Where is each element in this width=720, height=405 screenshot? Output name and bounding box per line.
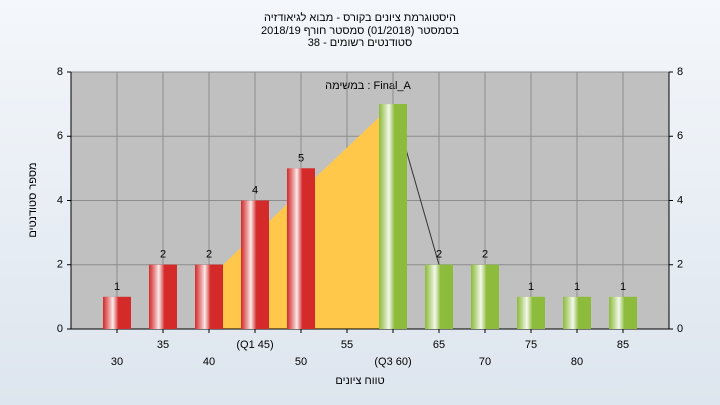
y2-tick-label: 2 xyxy=(677,259,683,271)
x-tick-label: 35 xyxy=(157,339,169,351)
bar-shine xyxy=(103,296,131,329)
data-label: 2 xyxy=(206,249,212,261)
data-label: 1 xyxy=(114,281,120,293)
chart-subtitle: בסמסטר (01/2018) סמסטר חורף 2018/19 xyxy=(261,25,459,37)
data-label: 5 xyxy=(298,152,304,164)
x-tick-label: 85 xyxy=(617,339,629,351)
data-label: 2 xyxy=(436,249,442,261)
x-tick-label: 75 xyxy=(525,339,537,351)
x-tick-label: (Q1 45) xyxy=(236,339,273,351)
x-tick-label: 30 xyxy=(111,356,123,368)
data-label: 1 xyxy=(574,281,580,293)
annotation: במשימה : Final_A xyxy=(325,80,411,92)
bar-shine xyxy=(241,200,269,329)
y-axis-title: מספר סטודנטים xyxy=(27,162,39,237)
y-tick-label: 2 xyxy=(57,259,63,271)
y-tick-label: 4 xyxy=(57,194,63,206)
bar-shine xyxy=(563,296,591,329)
y2-tick-label: 8 xyxy=(677,66,683,78)
bar-shine xyxy=(425,264,453,329)
data-label: 2 xyxy=(482,249,488,261)
data-label: 1 xyxy=(528,281,534,293)
chart-subtitle: סטודנטים רשומים - 38 xyxy=(308,37,412,49)
data-label: 4 xyxy=(252,184,258,196)
x-tick-label: 80 xyxy=(571,356,583,368)
bar-shine xyxy=(287,168,315,329)
y-tick-label: 8 xyxy=(57,66,63,78)
y-tick-label: 0 xyxy=(57,323,63,335)
y2-tick-label: 4 xyxy=(677,194,683,206)
x-tick-label: 50 xyxy=(295,356,307,368)
x-axis-title: טווח ציונים xyxy=(335,375,384,387)
data-label: 2 xyxy=(160,249,166,261)
chart-title: היסטוגרמת ציונים בקורס - מבוא לגיאודזיה xyxy=(264,11,456,24)
y2-tick-label: 0 xyxy=(677,323,683,335)
x-tick-label: (Q3 60) xyxy=(374,356,411,368)
x-tick-label: 55 xyxy=(341,339,353,351)
x-tick-label: 70 xyxy=(479,356,491,368)
bar-shine xyxy=(149,264,177,329)
bar-shine xyxy=(471,264,499,329)
bar-shine xyxy=(609,296,637,329)
bar-shine xyxy=(379,104,407,329)
y2-tick-label: 6 xyxy=(677,130,683,142)
x-tick-label: 40 xyxy=(203,356,215,368)
bar-shine xyxy=(517,296,545,329)
x-tick-label: 65 xyxy=(433,339,445,351)
bar-shine xyxy=(195,264,223,329)
data-label: 1 xyxy=(620,281,626,293)
y-tick-label: 6 xyxy=(57,130,63,142)
